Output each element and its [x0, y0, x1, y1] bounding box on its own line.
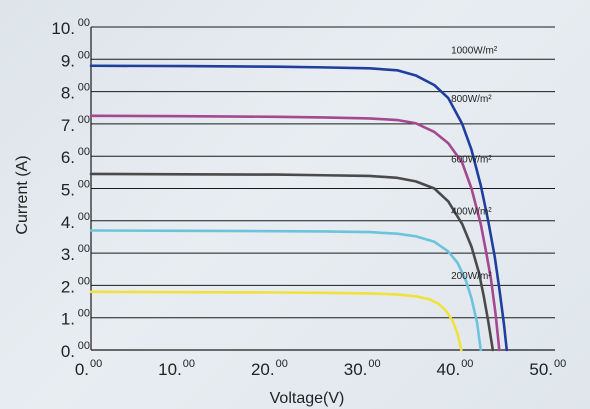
- y-tick-sup-10: 00: [78, 17, 90, 29]
- x-tick-label-1: 10.: [158, 360, 182, 379]
- y-tick-sup-2: 00: [78, 275, 90, 287]
- x-tick-sup-1: 00: [183, 358, 195, 370]
- y-tick-sup-1: 00: [78, 308, 90, 320]
- y-tick-label-8: 8.: [61, 84, 75, 103]
- x-tick-sup-3: 00: [368, 358, 380, 370]
- grid-lines: [91, 26, 555, 351]
- x-tick-sup-4: 00: [461, 358, 473, 370]
- y-tick-sup-7: 00: [78, 114, 90, 126]
- y-tick-sup-9: 00: [78, 49, 90, 61]
- y-tick-label-7: 7.: [61, 116, 75, 135]
- y-tick-label-3: 3.: [61, 245, 75, 264]
- y-axis-title: Current (A): [14, 155, 31, 234]
- x-tick-sup-0: 00: [90, 358, 102, 370]
- y-tick-labels: 000.001.002.003.004.005.006.007.008.009.…: [51, 17, 90, 361]
- x-tick-label-2: 20.: [251, 360, 275, 379]
- y-tick-label-5: 5.: [61, 181, 75, 200]
- curve-label-3: 400W/m²: [451, 206, 492, 217]
- x-tick-label-0: 0.: [75, 360, 89, 379]
- series-line-0: [89, 64, 509, 352]
- y-tick-label-6: 6.: [61, 148, 75, 167]
- x-tick-sup-5: 00: [554, 358, 566, 370]
- y-tick-label-2: 2.: [61, 277, 75, 296]
- series-line-4: [89, 290, 463, 352]
- series-line-1: [89, 114, 501, 352]
- y-tick-label-1: 1.: [61, 310, 75, 329]
- curve-label-1: 800W/m²: [451, 94, 492, 105]
- x-tick-label-4: 40.: [437, 360, 461, 379]
- series-group: [89, 64, 509, 352]
- x-tick-labels: 0. 00 10. 00 20. 00 30. 00 40. 00 50. 00: [75, 358, 566, 379]
- x-tick-sup-2: 00: [276, 358, 288, 370]
- y-tick-sup-4: 00: [78, 211, 90, 223]
- y-tick-sup-5: 00: [78, 179, 90, 191]
- y-tick-label-4: 4.: [61, 213, 75, 232]
- y-tick-sup-0: 00: [78, 340, 90, 352]
- y-tick-sup-6: 00: [78, 146, 90, 158]
- x-tick-label-5: 50.: [529, 360, 553, 379]
- series-line-2: [89, 172, 495, 352]
- y-tick-label-9: 9.: [61, 51, 75, 70]
- curve-label-4: 200W/m²: [451, 271, 492, 282]
- x-tick-label-3: 30.: [344, 360, 368, 379]
- x-axis-title: Voltage(V): [270, 390, 345, 407]
- curve-labels: 1000W/m² 800W/m² 600W/m² 400W/m² 200W/m²: [451, 45, 498, 281]
- y-tick-sup-8: 00: [78, 82, 90, 94]
- curve-label-0: 1000W/m²: [451, 45, 498, 56]
- y-tick-label-0: 0.: [61, 342, 75, 361]
- y-tick-sup-3: 00: [78, 243, 90, 255]
- axes: [90, 27, 555, 351]
- curve-label-2: 600W/m²: [451, 155, 492, 166]
- y-tick-label-10: 10.: [51, 19, 75, 38]
- series-line-3: [89, 229, 483, 352]
